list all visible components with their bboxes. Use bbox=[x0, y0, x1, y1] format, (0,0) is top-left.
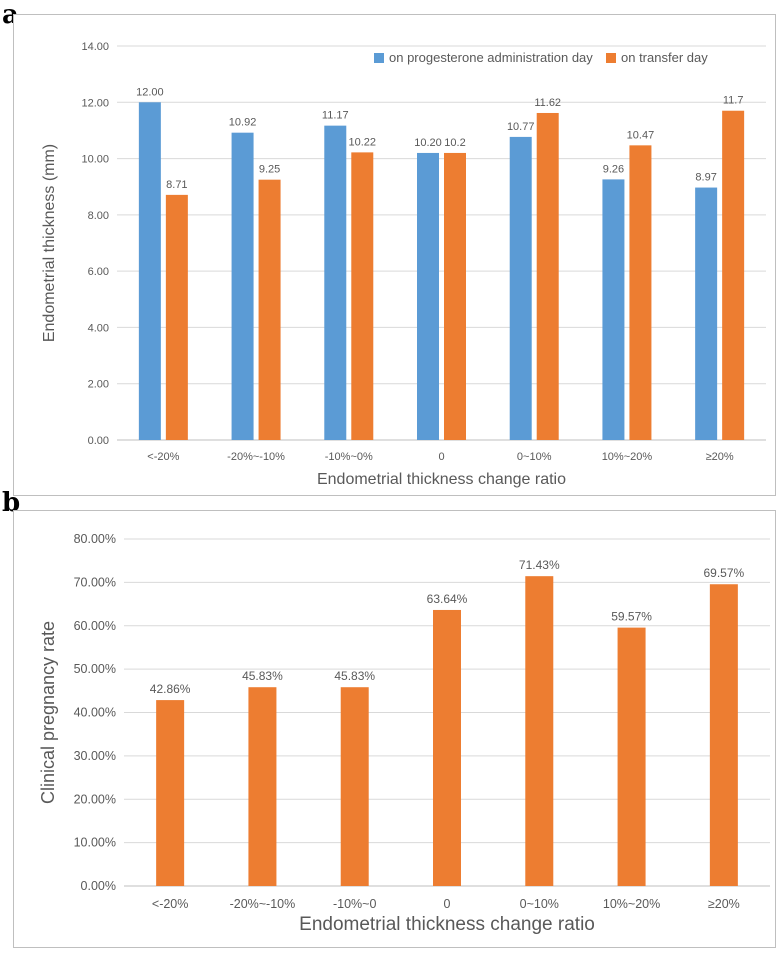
y-tick-label: 10.00% bbox=[74, 836, 116, 850]
chart-b: 0.00% 10.00% 20.00% 30.00% 40.00% 50.00% 60.00… bbox=[38, 532, 770, 935]
y-axis-title: Endometrial thickness (mm) bbox=[41, 144, 58, 342]
x-tick-label: 0 bbox=[444, 897, 451, 911]
chart-a: 0.00 2.00 4.00 6.00 8.00 10.00 12.00 14.00 <-20%… bbox=[41, 41, 766, 488]
bar bbox=[258, 179, 281, 440]
x-tick-label: 0~10% bbox=[517, 451, 552, 463]
data-label: 10.20 bbox=[414, 137, 442, 149]
x-tick-label: ≥20% bbox=[706, 451, 734, 463]
x-tick-label: 10%~20% bbox=[603, 897, 660, 911]
data-label: 8.97 bbox=[695, 172, 716, 184]
x-tick-label: -20%~-10% bbox=[230, 897, 296, 911]
y-tick-label: 30.00% bbox=[74, 749, 116, 763]
bar bbox=[417, 152, 439, 440]
data-label: 10.77 bbox=[507, 121, 535, 133]
bar bbox=[444, 152, 466, 440]
x-axis-title: Endometrial thickness change ratio bbox=[317, 471, 566, 488]
data-label: 9.26 bbox=[603, 163, 624, 175]
x-tick-label: 0~10% bbox=[520, 897, 559, 911]
y-axis-title: Clinical pregnancy rate bbox=[38, 621, 58, 804]
bar bbox=[433, 609, 461, 886]
bar bbox=[165, 194, 188, 440]
y-tick-label: 60.00% bbox=[74, 619, 116, 633]
bar bbox=[722, 110, 745, 440]
y-tick-label: 14.00 bbox=[81, 41, 109, 53]
data-label: 12.00 bbox=[136, 86, 164, 98]
data-label: 63.64% bbox=[427, 592, 468, 606]
data-label: 9.25 bbox=[259, 164, 280, 176]
bar bbox=[709, 584, 738, 886]
data-label: 11.7 bbox=[723, 95, 744, 107]
bar bbox=[617, 627, 646, 886]
bar bbox=[525, 576, 554, 886]
x-tick-label: 10%~20% bbox=[602, 451, 653, 463]
bar bbox=[602, 179, 625, 440]
y-tick-label: 2.00 bbox=[88, 379, 109, 391]
y-tick-label: 4.00 bbox=[88, 322, 109, 334]
data-label: 11.17 bbox=[322, 110, 349, 122]
data-label: 10.22 bbox=[349, 136, 377, 148]
x-tick-label: -10%~0 bbox=[333, 897, 376, 911]
data-label: 11.62 bbox=[534, 97, 561, 109]
x-tick-label: <-20% bbox=[147, 451, 179, 463]
data-label: 10.2 bbox=[444, 137, 465, 149]
x-tick-label: ≥20% bbox=[708, 897, 740, 911]
legend-label: on transfer day bbox=[621, 50, 708, 65]
bar bbox=[156, 700, 185, 886]
bar bbox=[138, 102, 161, 441]
chart-b-frame: 0.00% 10.00% 20.00% 30.00% 40.00% 50.00% 60.00… bbox=[13, 510, 776, 948]
chart-a-frame: 0.00 2.00 4.00 6.00 8.00 10.00 12.00 14.00 <-20%… bbox=[13, 14, 776, 496]
bar bbox=[324, 125, 347, 440]
bar bbox=[509, 136, 532, 440]
data-label: 42.86% bbox=[150, 682, 191, 696]
legend-swatch bbox=[606, 53, 616, 63]
legend-swatch bbox=[374, 53, 384, 63]
x-axis-title: Endometrial thickness change ratio bbox=[299, 914, 595, 935]
y-tick-label: 0.00 bbox=[88, 435, 109, 447]
y-tick-label: 6.00 bbox=[88, 266, 109, 278]
x-tick-label: 0 bbox=[438, 451, 444, 463]
bar bbox=[629, 145, 652, 440]
y-tick-label: 20.00% bbox=[74, 792, 116, 806]
bar bbox=[536, 112, 559, 440]
x-tick-label: -20%~-10% bbox=[227, 451, 285, 463]
x-tick-label: -10%~0% bbox=[325, 451, 373, 463]
data-label: 8.71 bbox=[166, 179, 187, 191]
data-label: 45.83% bbox=[334, 669, 375, 683]
data-label: 45.83% bbox=[242, 669, 283, 683]
bar bbox=[351, 152, 374, 440]
data-label: 69.57% bbox=[704, 566, 745, 580]
legend-label: on progesterone administration day bbox=[389, 50, 593, 65]
y-tick-label: 50.00% bbox=[74, 662, 116, 676]
y-tick-label: 10.00 bbox=[81, 154, 109, 166]
y-tick-label: 70.00% bbox=[74, 575, 116, 589]
bar bbox=[340, 687, 369, 886]
x-tick-label: <-20% bbox=[152, 897, 188, 911]
y-tick-label: 80.00% bbox=[74, 532, 116, 546]
y-tick-label: 12.00 bbox=[81, 97, 109, 109]
bar bbox=[248, 687, 277, 886]
data-label: 59.57% bbox=[611, 610, 652, 624]
bar bbox=[231, 132, 254, 440]
y-tick-label: 0.00% bbox=[81, 879, 116, 893]
data-label: 10.92 bbox=[229, 117, 257, 129]
y-tick-label: 40.00% bbox=[74, 706, 116, 720]
data-label: 10.47 bbox=[627, 129, 655, 141]
bar bbox=[695, 187, 718, 440]
y-tick-label: 8.00 bbox=[88, 210, 109, 222]
data-label: 71.43% bbox=[519, 558, 560, 572]
